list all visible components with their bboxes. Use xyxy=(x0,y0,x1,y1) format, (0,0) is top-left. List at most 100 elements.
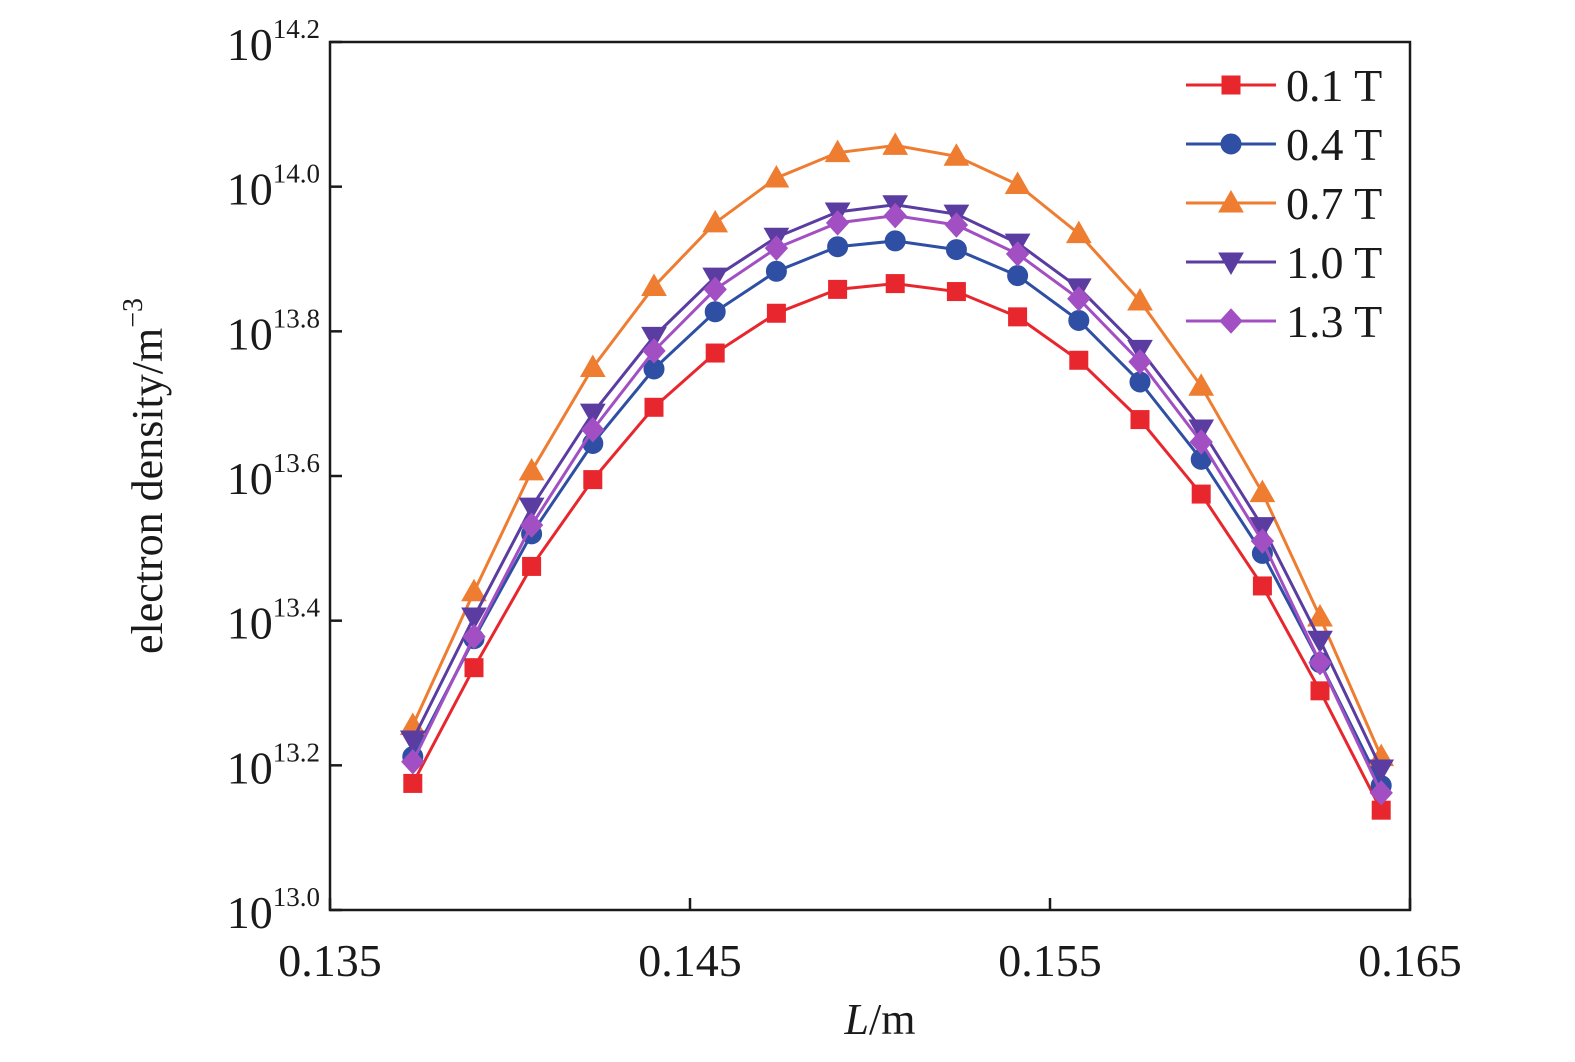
data-point xyxy=(461,607,487,631)
data-point xyxy=(705,343,725,363)
y-tick-exponent: 14.2 xyxy=(273,14,320,44)
labels-layer: 0.135 0.145 0.155 0.1651013.01013.21013.410… xyxy=(118,14,1462,1044)
data-point xyxy=(885,274,905,294)
y-tick-label: 1014.2 xyxy=(227,14,320,70)
y-tick-label: 1014.0 xyxy=(227,159,320,215)
legend-marker xyxy=(1221,75,1241,95)
data-point xyxy=(518,497,545,521)
legend-marker xyxy=(1218,189,1244,213)
data-point xyxy=(883,202,907,229)
y-tick-base: 10 xyxy=(227,598,273,649)
data-point xyxy=(704,301,726,323)
data-point xyxy=(702,209,729,233)
data-point xyxy=(518,457,545,481)
data-point xyxy=(1130,410,1150,430)
data-point xyxy=(579,403,606,427)
data-point xyxy=(1310,681,1330,701)
data-point xyxy=(703,276,727,303)
y-tick-base: 10 xyxy=(227,453,273,504)
y-tick-label: 1013.2 xyxy=(227,737,320,793)
data-point xyxy=(462,623,486,650)
data-point xyxy=(764,235,789,261)
legend: 0.1 T 0.4 T 0.7 T 1.0 T 1.3 T xyxy=(1186,60,1382,347)
data-point xyxy=(1189,429,1213,455)
data-point xyxy=(461,578,487,602)
y-tick-exponent: 13.2 xyxy=(273,737,320,767)
data-point xyxy=(1369,780,1393,806)
plot-frame xyxy=(328,40,1412,912)
data-point xyxy=(1068,309,1090,331)
data-point xyxy=(1127,287,1153,311)
series-0-7-T xyxy=(399,132,1395,767)
y-tick-exponent: 14.0 xyxy=(273,159,320,189)
data-point xyxy=(1129,371,1151,393)
data-point xyxy=(522,556,542,576)
legend-marker xyxy=(1218,252,1244,276)
data-point xyxy=(581,416,605,443)
data-point xyxy=(1250,528,1275,554)
y-tick-exponent: 13.6 xyxy=(273,448,320,478)
y-axis-title-base: electron density/m xyxy=(123,328,172,654)
data-point xyxy=(641,273,667,296)
data-point xyxy=(943,143,970,166)
y-tick-base: 10 xyxy=(227,887,273,938)
data-point xyxy=(644,397,664,417)
data-point xyxy=(944,212,969,238)
data-point xyxy=(1249,517,1276,540)
data-point xyxy=(1368,759,1395,782)
legend-label: 0.4 T xyxy=(1286,119,1382,170)
legend-marker xyxy=(1219,308,1243,334)
data-point xyxy=(579,354,606,377)
data-point xyxy=(824,139,851,163)
data-point xyxy=(1307,630,1333,654)
data-point xyxy=(1069,350,1089,370)
data-point xyxy=(945,239,967,261)
data-point xyxy=(1252,576,1272,596)
data-point xyxy=(828,279,848,299)
data-point xyxy=(519,512,544,538)
data-point xyxy=(1005,241,1030,267)
data-point xyxy=(1128,348,1152,375)
y-tick-base: 10 xyxy=(227,308,273,359)
data-point xyxy=(403,773,423,793)
data-point xyxy=(766,303,786,323)
data-point xyxy=(1249,479,1276,503)
series-line xyxy=(411,282,1383,811)
data-point xyxy=(583,470,603,490)
data-point xyxy=(642,338,666,364)
data-point xyxy=(946,282,966,302)
legend-marker xyxy=(1220,133,1242,155)
x-tick-label: 0.155 xyxy=(998,935,1102,986)
x-axis-title-var: L xyxy=(844,995,869,1044)
data-point xyxy=(884,230,906,252)
y-axis-title: electron density/m−3 xyxy=(118,298,172,654)
legend-label: 0.7 T xyxy=(1286,178,1382,229)
legend-item: 0.7 T xyxy=(1186,178,1382,229)
data-point xyxy=(399,730,426,754)
data-point xyxy=(1065,220,1092,244)
y-axis-title-sup: −3 xyxy=(118,298,149,328)
legend-item: 1.0 T xyxy=(1186,237,1382,288)
data-point xyxy=(401,748,425,775)
data-point xyxy=(1004,171,1031,194)
x-axis-title-unit: /m xyxy=(869,995,915,1044)
y-tick-label: 1013.0 xyxy=(227,882,320,938)
data-point xyxy=(1307,604,1333,627)
y-tick-exponent: 13.0 xyxy=(273,882,320,912)
data-point xyxy=(765,260,787,282)
data-point xyxy=(825,210,850,236)
legend-label: 1.3 T xyxy=(1286,296,1382,347)
data-point xyxy=(827,236,849,258)
y-tick-label: 1013.6 xyxy=(227,448,320,504)
ticks-layer xyxy=(328,40,1412,912)
y-tick-base: 10 xyxy=(227,742,273,793)
data-point xyxy=(882,132,909,155)
y-tick-label: 1013.8 xyxy=(227,303,320,359)
y-tick-exponent: 13.4 xyxy=(273,593,321,623)
data-point xyxy=(1008,307,1028,327)
series-0-4-T xyxy=(402,230,1392,797)
data-point xyxy=(1188,373,1215,396)
series-layer xyxy=(399,132,1395,820)
